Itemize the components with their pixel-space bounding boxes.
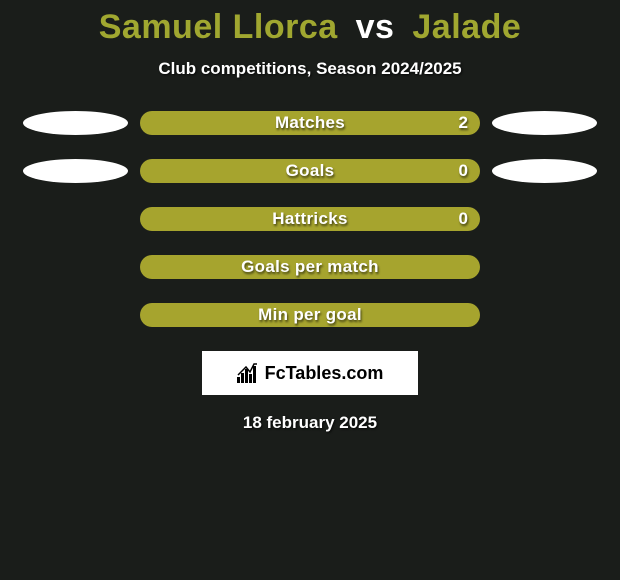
player2-value-ellipse xyxy=(492,159,597,183)
bar-chart-icon xyxy=(237,363,259,383)
stat-row: Matches 2 xyxy=(0,111,620,135)
stat-row: Goals 0 xyxy=(0,159,620,183)
branding-box: FcTables.com xyxy=(202,351,418,395)
vs-text: vs xyxy=(356,8,395,46)
stat-bar: Goals 0 xyxy=(140,159,480,183)
stat-label: Hattricks xyxy=(272,209,347,229)
stat-rows-container: Matches 2 Goals 0 Hattricks 0 Goals per match M… xyxy=(0,111,620,327)
stat-bar: Goals per match xyxy=(140,255,480,279)
stat-label: Goals xyxy=(286,161,335,181)
subtitle-text: Club competitions, Season 2024/2025 xyxy=(0,59,620,79)
stat-row: Hattricks 0 xyxy=(0,207,620,231)
stat-bar: Matches 2 xyxy=(140,111,480,135)
stat-value-right: 0 xyxy=(459,209,468,229)
branding-text: FcTables.com xyxy=(265,363,384,384)
player1-value-ellipse xyxy=(23,159,128,183)
stat-row: Min per goal xyxy=(0,303,620,327)
date-text: 18 february 2025 xyxy=(0,413,620,433)
stat-bar: Min per goal xyxy=(140,303,480,327)
comparison-title: Samuel Llorca vs Jalade xyxy=(0,0,620,47)
player2-value-ellipse xyxy=(492,111,597,135)
player1-name: Samuel Llorca xyxy=(99,8,338,46)
stat-label: Min per goal xyxy=(258,305,362,325)
player2-name: Jalade xyxy=(412,8,521,46)
stat-label: Matches xyxy=(275,113,345,133)
stat-bar: Hattricks 0 xyxy=(140,207,480,231)
stat-row: Goals per match xyxy=(0,255,620,279)
stat-value-right: 0 xyxy=(459,161,468,181)
player1-value-ellipse xyxy=(23,111,128,135)
stat-value-right: 2 xyxy=(459,113,468,133)
stat-label: Goals per match xyxy=(241,257,379,277)
